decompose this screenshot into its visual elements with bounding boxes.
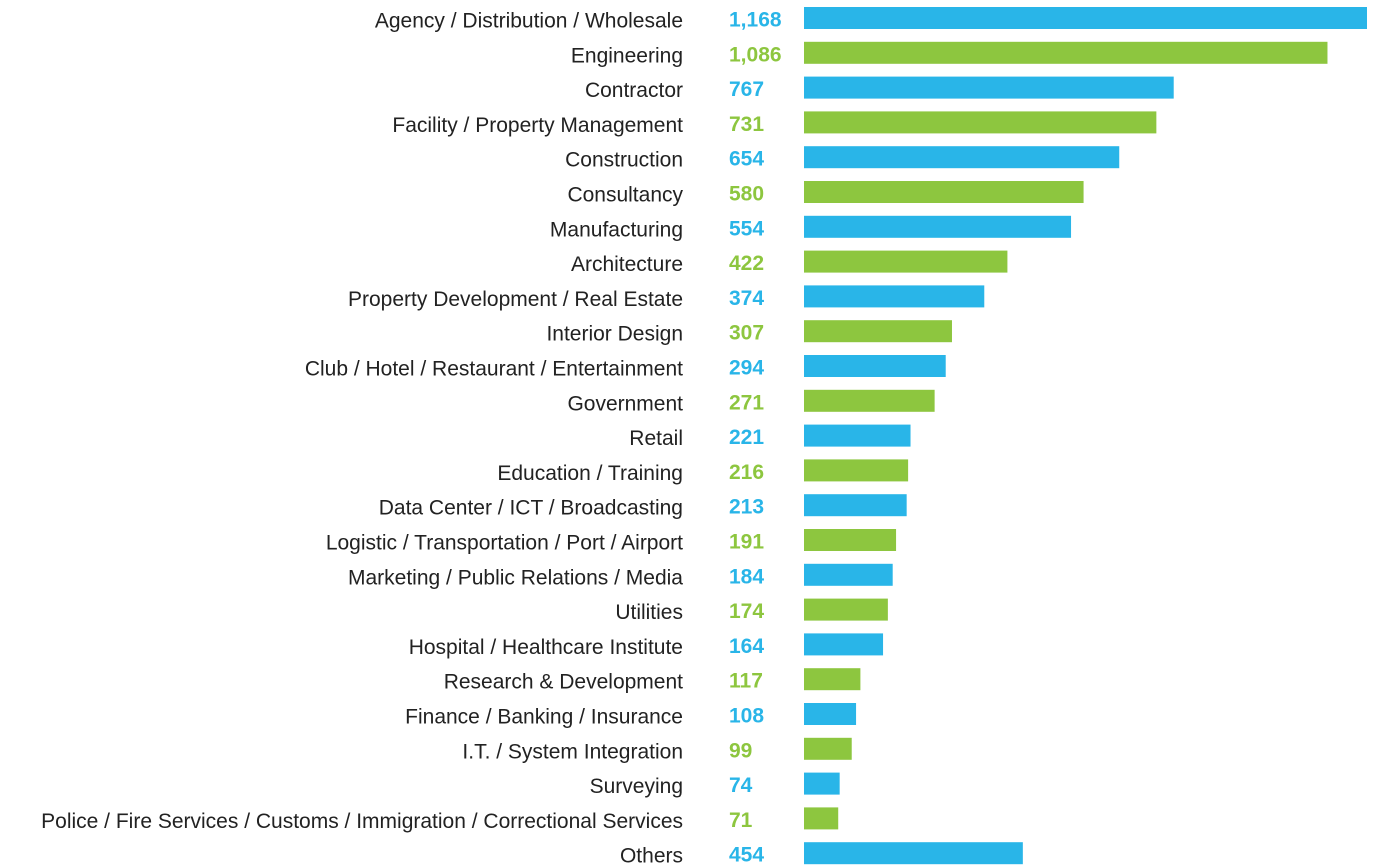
category-label: I.T. / System Integration [462,740,683,763]
bar [804,111,1157,134]
bar [804,76,1174,99]
category-label: Facility / Property Management [392,114,683,137]
bar [804,598,888,621]
bar [804,215,1072,238]
value-label: 271 [729,391,764,414]
value-label: 294 [729,357,764,380]
category-label: Contractor [585,79,683,102]
value-label: 422 [729,252,764,275]
bar [804,41,1328,64]
bar [804,494,907,517]
value-label: 213 [729,496,764,519]
bar [804,529,897,551]
category-label: Manufacturing [550,218,683,241]
category-label: Marketing / Public Relations / Media [348,566,683,589]
bar [804,285,985,308]
category-label: Education / Training [497,462,683,485]
value-label: 117 [729,670,763,693]
value-label: 654 [729,148,764,171]
value-label: 307 [729,322,764,345]
category-label: Police / Fire Services / Customs / Immig… [41,810,683,833]
category-label: Interior Design [546,323,683,346]
category-label: Data Center / ICT / Broadcasting [379,497,683,520]
bar [804,355,946,377]
bar [804,842,1023,865]
value-label: 74 [729,774,753,797]
value-label: 191 [729,531,764,554]
value-label: 108 [729,705,764,728]
bar [804,737,852,760]
bar [804,320,952,343]
category-label: Utilities [615,601,683,624]
category-label: Club / Hotel / Restaurant / Entertainmen… [305,358,683,381]
value-label: 1,168 [729,9,782,32]
value-label: 1,086 [729,43,782,66]
category-label: Engineering [571,44,683,67]
value-label: 580 [729,183,764,206]
category-label: Hospital / Healthcare Institute [409,636,683,659]
category-label: Construction [565,149,683,172]
category-label: Property Development / Real Estate [348,288,683,311]
bar [804,772,840,795]
bar [804,146,1120,169]
value-label: 174 [729,600,764,623]
bar [804,807,839,830]
bar [804,7,1367,29]
value-label: 99 [729,739,752,762]
category-label: Retail [629,427,683,450]
value-label: 454 [729,844,764,866]
value-label: 216 [729,461,764,484]
bar [804,181,1084,203]
category-label: Agency / Distribution / Wholesale [375,10,683,33]
value-label: 731 [729,113,764,136]
bar [804,563,893,586]
category-label: Consultancy [567,184,683,207]
value-label: 71 [729,809,753,832]
category-label: Research & Development [444,671,683,694]
category-label: Logistic / Transportation / Port / Airpo… [326,532,683,555]
bar [804,668,861,691]
value-label: 767 [729,78,764,101]
bar [804,703,857,725]
category-label: Architecture [571,253,683,276]
value-label: 164 [729,635,764,658]
category-label: Others [620,845,683,866]
bar [804,459,909,482]
category-label: Finance / Banking / Insurance [405,706,683,729]
category-label: Surveying [590,775,683,798]
category-label: Government [567,392,683,415]
bar [804,250,1008,273]
bar [804,633,884,656]
bar [804,389,935,412]
value-label: 374 [729,287,764,310]
value-label: 221 [729,426,764,449]
value-label: 184 [729,565,764,588]
value-label: 554 [729,217,764,240]
bar [804,424,911,447]
